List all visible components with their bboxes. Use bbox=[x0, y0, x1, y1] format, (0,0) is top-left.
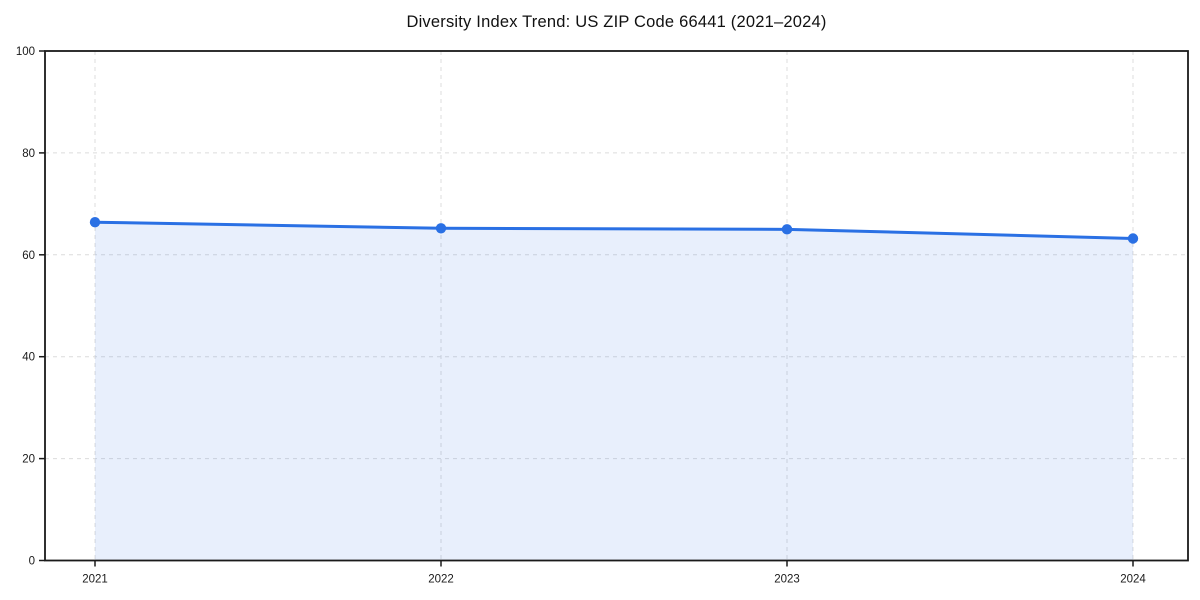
data-point-2022 bbox=[435, 223, 447, 234]
data-point-2021 bbox=[89, 216, 101, 228]
chart-title: Diversity Index Trend: US ZIP Code 66441… bbox=[406, 13, 827, 31]
x-tick-label: 2022 bbox=[428, 574, 454, 586]
y-tick-label: 40 bbox=[22, 352, 35, 364]
y-tick-label: 60 bbox=[22, 250, 35, 262]
x-tick-label: 2021 bbox=[82, 574, 108, 586]
y-tick-label: 0 bbox=[29, 556, 35, 568]
plot-border bbox=[44, 50, 1189, 562]
data-point-2023 bbox=[781, 224, 793, 235]
y-tick-label: 100 bbox=[16, 46, 35, 58]
y-tick-label: 80 bbox=[22, 148, 35, 160]
trend-line bbox=[93, 220, 1135, 240]
x-tick-label: 2023 bbox=[774, 574, 800, 586]
area-fill bbox=[95, 222, 1133, 561]
x-tick-label: 2024 bbox=[1120, 574, 1146, 586]
y-tick-label: 20 bbox=[22, 454, 35, 466]
data-point-2024 bbox=[1127, 233, 1139, 244]
